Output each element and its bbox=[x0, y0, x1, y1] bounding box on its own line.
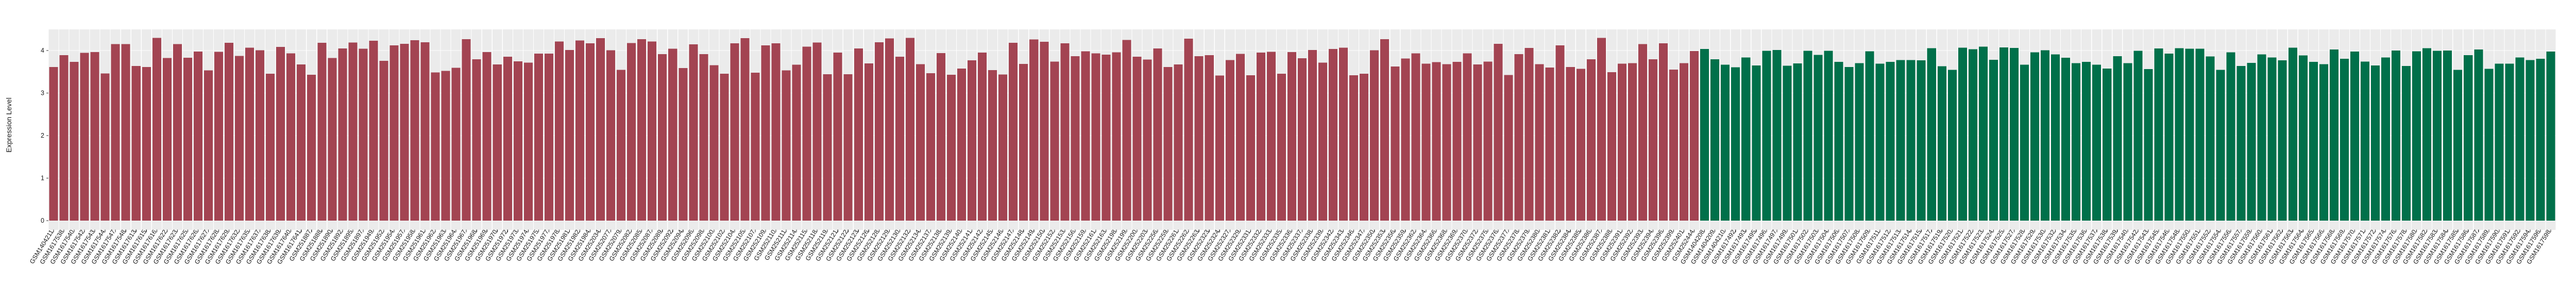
svg-text:1: 1 bbox=[41, 175, 44, 182]
svg-text:2: 2 bbox=[41, 132, 44, 139]
svg-text:0: 0 bbox=[41, 217, 44, 224]
svg-text:3: 3 bbox=[41, 90, 44, 97]
svg-text:4: 4 bbox=[41, 47, 44, 54]
svg-text:Expression Level: Expression Level bbox=[5, 97, 13, 153]
